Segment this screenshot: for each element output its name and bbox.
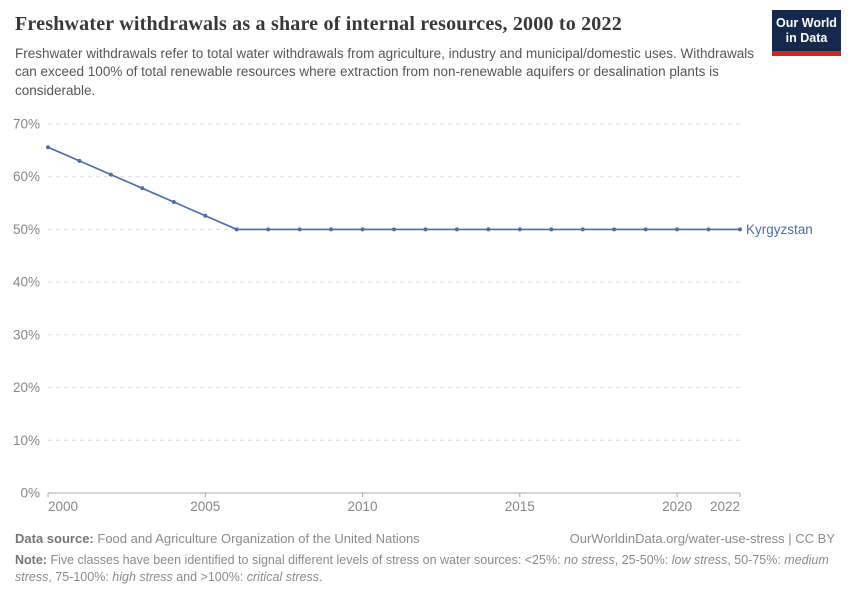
x-axis-tick-label: 2020 [662,499,692,514]
owid-logo-line2: in Data [785,30,828,45]
note-text: Five classes have been identified to sig… [15,553,829,585]
y-axis-tick-label: 60% [13,169,40,184]
data-point[interactable] [612,227,617,232]
data-point[interactable] [454,227,459,232]
data-point[interactable] [234,227,239,232]
y-axis-tick-label: 10% [13,433,40,448]
data-source-text: Food and Agriculture Organization of the… [97,531,420,546]
y-axis-tick-label: 30% [13,327,40,342]
data-source-label: Data source: [15,531,94,546]
chart-subtitle: Freshwater withdrawals refer to total wa… [15,46,755,98]
note-label: Note: [15,553,47,567]
data-point[interactable] [675,227,680,232]
y-axis-tick-label: 0% [20,486,40,501]
data-point[interactable] [266,227,271,232]
data-point[interactable] [46,145,50,150]
data-point[interactable] [706,227,711,232]
chart-canvas[interactable]: 0% 10% 20% 30% 40% 50% 60% 70% 2000 2005 2010 2015 2… [0,112,850,522]
data-point[interactable] [517,227,522,232]
data-point[interactable] [423,227,428,232]
y-axis-tick-label: 20% [13,380,40,395]
data-point[interactable] [486,227,491,232]
chart-note: Note: Five classes have been identified … [15,552,835,587]
owid-logo-line1: Our World [776,15,837,30]
data-point[interactable] [643,227,648,232]
x-axis-tick-label: 2005 [190,499,220,514]
x-axis-tick-label: 2000 [48,499,78,514]
data-point[interactable] [580,227,585,232]
x-axis-tick-label: 2010 [348,499,378,514]
entity-label[interactable]: Kyrgyzstan [746,222,813,237]
chart-footer: Data source: Food and Agriculture Organi… [15,531,835,587]
data-point[interactable] [203,213,208,218]
data-point[interactable] [77,158,82,163]
owid-url-license[interactable]: OurWorldinData.org/water-use-stress | CC… [569,531,835,546]
data-point[interactable] [392,227,396,232]
data-point[interactable] [329,227,334,232]
x-axis-tick-label: 2015 [505,499,535,514]
x-axis-tick-label: 2022 [710,499,740,514]
y-axis-tick-label: 70% [13,117,40,132]
data-point[interactable] [549,227,554,232]
page-title: Freshwater withdrawals as a share of int… [15,13,622,35]
data-source: Data source: Food and Agriculture Organi… [15,531,420,546]
chart-area: 0% 10% 20% 30% 40% 50% 60% 70% 2000 2005 2010 2015 2… [0,112,850,522]
data-line[interactable] [47,146,740,231]
data-point[interactable] [171,200,176,205]
data-point[interactable] [360,227,365,232]
data-point[interactable] [297,227,302,232]
y-axis-tick-label: 50% [13,222,40,237]
data-point[interactable] [140,186,145,191]
chart-header: Freshwater withdrawals as a share of int… [15,12,835,100]
source-row: Data source: Food and Agriculture Organi… [15,531,835,546]
y-axis-tick-label: 40% [13,275,40,290]
data-point[interactable] [108,172,113,177]
owid-logo: Our World in Data [772,10,841,56]
data-point[interactable] [738,227,742,232]
